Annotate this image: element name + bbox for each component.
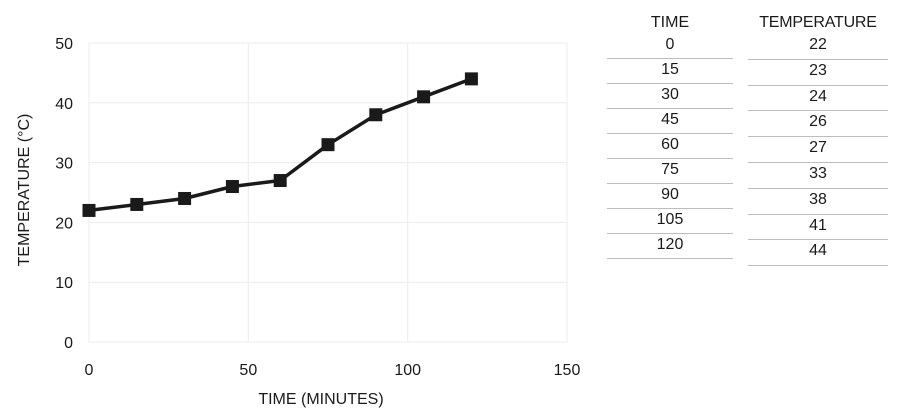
time-cell: 60 (607, 134, 733, 159)
time-cell: 45 (607, 109, 733, 134)
data-point (273, 174, 287, 188)
y-tick-labels: 0 10 20 30 40 50 (55, 36, 73, 352)
time-cell: 105 (607, 209, 733, 234)
data-point (417, 90, 431, 104)
y-tick-label: 30 (55, 156, 73, 173)
time-cell: 120 (607, 234, 733, 259)
time-cell: 0 (607, 34, 733, 59)
time-cells: 0 15 30 45 60 75 90 105 120 (607, 34, 733, 259)
temperature-header: TEMPERATURE (759, 14, 877, 31)
temperature-cell: 23 (748, 60, 888, 86)
data-point (178, 191, 192, 205)
temperature-cell: 38 (748, 189, 888, 215)
temperature-cell: 41 (748, 215, 888, 241)
x-tick-label: 100 (394, 362, 421, 379)
data-point (225, 180, 239, 194)
y-tick-label: 50 (55, 36, 73, 53)
y-tick-label: 20 (55, 215, 73, 232)
y-tick-label: 10 (55, 275, 73, 292)
temperature-cell: 27 (748, 137, 888, 163)
x-axis-label: TIME (MINUTES) (258, 391, 383, 408)
temperature-cells: 22 23 24 26 27 33 38 41 44 (748, 34, 888, 267)
x-tick-label: 0 (85, 362, 94, 379)
y-axis-label: TEMPERATURE (°C) (16, 114, 33, 267)
temperature-cell: 24 (748, 86, 888, 112)
time-header: TIME (650, 14, 690, 31)
temperature-cell: 33 (748, 163, 888, 189)
line-chart: 0 10 20 30 40 50 0 50 100 150 TIME (MINUTES) TEM… (16, 36, 581, 408)
x-tick-label: 50 (239, 362, 257, 379)
data-point (82, 203, 96, 217)
y-tick-label: 0 (64, 335, 73, 352)
series-temperature (82, 72, 478, 217)
data-point (369, 108, 383, 122)
y-tick-label: 40 (55, 96, 73, 113)
temperature-column: TEMPERATURE 22 23 24 26 27 33 38 41 44 (748, 12, 888, 267)
data-point (464, 72, 478, 86)
temperature-cell: 44 (748, 240, 888, 267)
series-line (88, 77, 473, 213)
temperature-cell: 26 (748, 111, 888, 138)
x-tick-labels: 0 50 100 150 (85, 362, 581, 379)
x-tick-label: 150 (554, 362, 581, 379)
time-cell: 75 (607, 159, 733, 184)
time-column: TIME 0 15 30 45 60 75 90 105 120 (607, 12, 733, 259)
time-cell: 30 (607, 84, 733, 109)
data-point (130, 197, 144, 211)
gridlines (88, 42, 568, 343)
data-point (321, 138, 335, 152)
time-cell: 90 (607, 184, 733, 209)
time-cell: 15 (607, 59, 733, 84)
temperature-cell: 22 (748, 34, 888, 60)
